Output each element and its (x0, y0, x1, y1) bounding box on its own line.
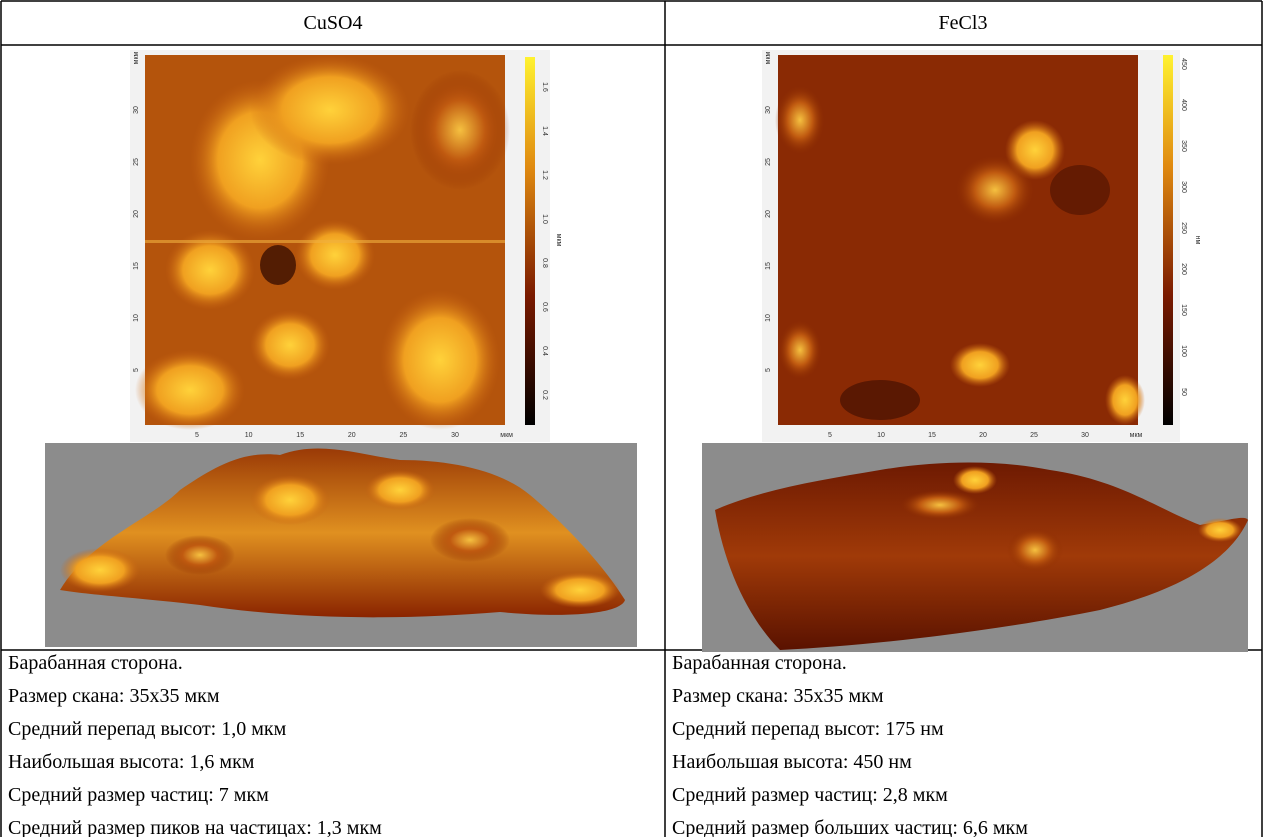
x-axis-label: 20 (979, 432, 987, 439)
x-axis-label: 30 (451, 432, 459, 439)
description-line: Средний размер пиков на частицах: 1,3 мк… (8, 817, 382, 837)
colorbar-label: 200 (1180, 263, 1187, 275)
description-line: Наибольшая высота: 450 нм (672, 751, 912, 773)
description-line: Средний размер больших частиц: 6,6 мкм (672, 817, 1028, 837)
afm-image-2d (762, 50, 1180, 442)
afm-image-3d (45, 443, 637, 647)
x-axis-label: 20 (348, 432, 356, 439)
x-axis-label: 25 (1030, 432, 1038, 439)
colorbar-label: мкм (555, 234, 562, 247)
y-axis-label: 20 (765, 210, 772, 218)
description-line: Барабанная сторона. (672, 652, 847, 674)
colorbar-label: 1.2 (541, 170, 548, 180)
y-axis-label: 15 (133, 262, 140, 270)
y-axis-label: 15 (765, 262, 772, 270)
description-line: Средний перепад высот: 1,0 мкм (8, 718, 287, 740)
colorbar-label: 100 (1180, 345, 1187, 357)
colorbar-label: 50 (1180, 388, 1187, 396)
x-axis-label: 5 (195, 432, 199, 439)
colorbar-label: 400 (1180, 99, 1187, 111)
colorbar-label: 450 (1180, 58, 1187, 70)
y-axis-label: 25 (133, 158, 140, 166)
afm-image-3d (702, 443, 1248, 652)
column-header: CuSO4 (304, 12, 363, 34)
x-axis-label: 15 (296, 432, 304, 439)
afm-image-2d (130, 50, 550, 442)
x-axis-label: мкм (500, 432, 513, 439)
y-axis-label: 5 (133, 368, 140, 372)
x-axis-label: 25 (400, 432, 408, 439)
y-axis-label: 30 (133, 106, 140, 114)
y-axis-label: 5 (765, 368, 772, 372)
y-axis-label: мкм (133, 51, 140, 64)
page: CuSO4 FeCl3 (0, 0, 1263, 837)
description-line: Барабанная сторона. (8, 652, 183, 674)
y-axis-label: 25 (765, 158, 772, 166)
description-line: Средний перепад высот: 175 нм (672, 718, 944, 740)
y-axis-label: 10 (765, 314, 772, 322)
colorbar-label: 0.4 (541, 346, 548, 356)
colorbar-label: 1.0 (541, 214, 548, 224)
x-axis-label: 30 (1081, 432, 1089, 439)
description-line: Наибольшая высота: 1,6 мкм (8, 751, 255, 773)
description-line: Средний размер частиц: 7 мкм (8, 784, 269, 806)
colorbar-label: 250 (1180, 222, 1187, 234)
x-axis-label: 15 (928, 432, 936, 439)
colorbar-label: 0.6 (541, 302, 548, 312)
colorbar-label: 0.8 (541, 258, 548, 268)
y-axis-label: 30 (765, 106, 772, 114)
colorbar-label: 0.2 (541, 390, 548, 400)
description-line: Размер скана: 35x35 мкм (672, 685, 884, 707)
y-axis-label: 10 (133, 314, 140, 322)
y-axis-label: 20 (133, 210, 140, 218)
x-axis-label: 10 (877, 432, 885, 439)
x-axis-label: мкм (1130, 432, 1143, 439)
y-axis-label: мкм (765, 51, 772, 64)
colorbar-label: 350 (1180, 140, 1187, 152)
x-axis-label: 5 (828, 432, 832, 439)
description-line: Размер скана: 35x35 мкм (8, 685, 220, 707)
description-line: Средний размер частиц: 2,8 мкм (672, 784, 948, 806)
colorbar-label: 1.6 (541, 82, 548, 92)
colorbar-label: 300 (1180, 181, 1187, 193)
colorbar-label: 1.4 (541, 126, 548, 136)
colorbar-label: нм (1194, 236, 1201, 245)
column-header: FeCl3 (939, 12, 988, 34)
colorbar-label: 150 (1180, 304, 1187, 316)
x-axis-label: 10 (245, 432, 253, 439)
